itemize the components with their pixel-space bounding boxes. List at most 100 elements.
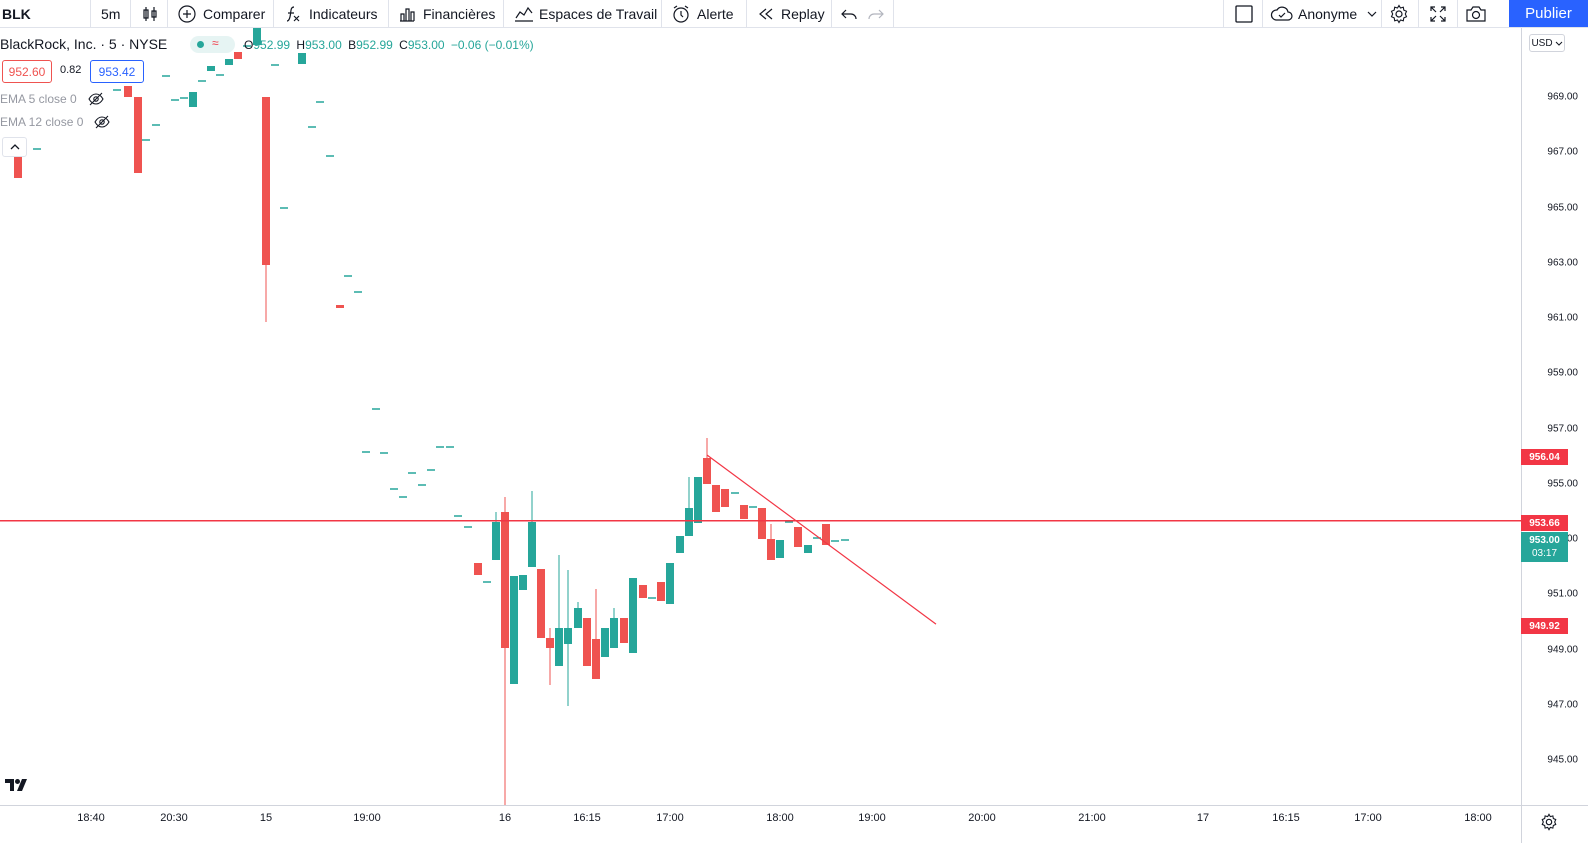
publish-button[interactable]: Publier [1509,0,1588,27]
snapshot-button[interactable] [1465,0,1487,27]
alert-button[interactable]: Alerte [671,0,734,27]
camera-icon [1466,5,1486,22]
open-key: O [244,38,254,52]
toolbar-divider [1418,0,1419,27]
price-tick: 947.00 [1547,699,1578,711]
currency-selector[interactable]: USD [1529,34,1565,52]
candle-body [474,563,482,575]
tradingview-logo[interactable] [2,772,30,798]
rewind-icon [759,8,773,19]
candle-body [564,628,572,644]
spread-value: 0.82 [60,64,82,76]
ask-price-box[interactable]: 953.42 [90,60,144,83]
candle-body [620,618,628,643]
candle-body [657,582,665,601]
candle-body [685,508,693,536]
ema-12-legend[interactable]: EMA 12 close 0 [0,115,84,129]
compare-button[interactable]: Comparer [177,0,265,27]
financials-label: Financières [423,5,496,22]
candle-body [501,512,509,648]
bar-countdown: 03:17 [1531,548,1558,559]
candle-body [574,608,582,628]
time-axis[interactable]: 18:40 20:30 15 19:00 16 16:15 17:00 18:00 19:00 2… [0,805,1521,843]
candle-body [601,628,609,657]
candle-body [207,66,215,71]
interval-button[interactable]: 5m [101,0,120,27]
alarm-clock-icon [673,5,689,23]
ema-5-legend[interactable]: EMA 5 close 0 [0,92,77,106]
price-tick: 961.00 [1547,312,1578,324]
candle-body [721,489,729,507]
candle-body [336,305,344,308]
status-dot-icon [197,41,204,48]
publish-label: Publier [1525,5,1572,22]
eye-off-icon[interactable] [93,113,111,131]
settings-button[interactable] [1389,0,1409,27]
cloud-check-icon [1270,6,1293,21]
time-tick: 19:00 [858,812,886,824]
price-tick: 959.00 [1547,367,1578,379]
candle-body [134,97,142,173]
trend-line [706,454,937,625]
candle-body [555,628,563,666]
toolbar-divider [1262,0,1263,27]
layout-chart-icon [515,6,533,22]
market-status-badge[interactable]: ≈ [190,36,235,53]
open-value: 952.99 [253,38,291,52]
financials-button[interactable]: Financières [398,0,495,27]
indicators-button[interactable]: Indicateurs [284,0,377,27]
candle-body [262,97,270,265]
ohlc-values: O952.99 H953.00 B952.99 C953.00 −0.06 (−… [244,38,534,52]
time-tick: 18:00 [766,812,794,824]
time-tick: 18:00 [1464,812,1492,824]
bid-price-box[interactable]: 952.60 [2,60,52,83]
replay-button[interactable]: Replay [757,0,825,27]
time-tick: 15 [259,812,273,824]
toolbar-divider [1381,0,1382,27]
symbol-search-button[interactable]: BLK [2,0,31,27]
price-axis[interactable]: USD 969.00 967.00 965.00 963.00 961.00 959.00… [1521,28,1588,805]
layout-button[interactable] [1234,0,1254,27]
time-tick: 16 [498,812,512,824]
time-tick: 16:15 [1272,812,1300,824]
candle-body [703,458,711,484]
account-menu-button[interactable]: Anonyme [1270,0,1379,27]
price-tick: 955.00 [1547,478,1578,490]
trendline-top-label: 956.04 [1521,449,1568,465]
last-price-label: 953.00 03:17 [1521,532,1568,562]
top-toolbar: BLK 5m Comparer Indicateurs Financières … [0,0,1588,28]
toolbar-divider [90,0,91,27]
bar-chart-icon [400,7,415,22]
chart-pane[interactable] [0,28,1521,805]
gear-icon[interactable] [1540,813,1558,831]
interval-label: 5m [101,5,121,22]
fullscreen-button[interactable] [1428,0,1448,27]
undo-button[interactable] [840,0,858,27]
toolbar-divider [388,0,389,27]
candle-body [298,53,306,64]
candle-body [822,524,830,545]
time-tick: 17:00 [656,812,684,824]
collapse-legend-button[interactable] [2,137,27,157]
change-value: −0.06 (−0.01%) [450,38,534,52]
toolbar-divider [273,0,274,27]
candle-body [758,508,766,539]
currency-label: USD [1531,37,1553,49]
candle-body [666,563,674,604]
eye-off-icon[interactable] [87,90,105,108]
candle-body [519,575,527,590]
redo-button[interactable] [867,0,885,27]
price-tick: 965.00 [1547,202,1578,213]
price-tick: 969.00 [1547,91,1578,103]
workspaces-button[interactable]: Espaces de Travail [514,0,657,27]
toolbar-divider [831,0,832,27]
price-tick: 945.00 [1547,754,1578,766]
candle-body [124,86,132,97]
fullscreen-icon [1430,5,1446,22]
time-tick: 19:00 [353,812,381,824]
workspaces-label: Espaces de Travail [539,5,658,22]
high-value: 953.00 [305,38,342,52]
toolbar-divider [167,0,168,27]
chart-type-button[interactable] [141,0,159,27]
candle-body [610,618,618,648]
